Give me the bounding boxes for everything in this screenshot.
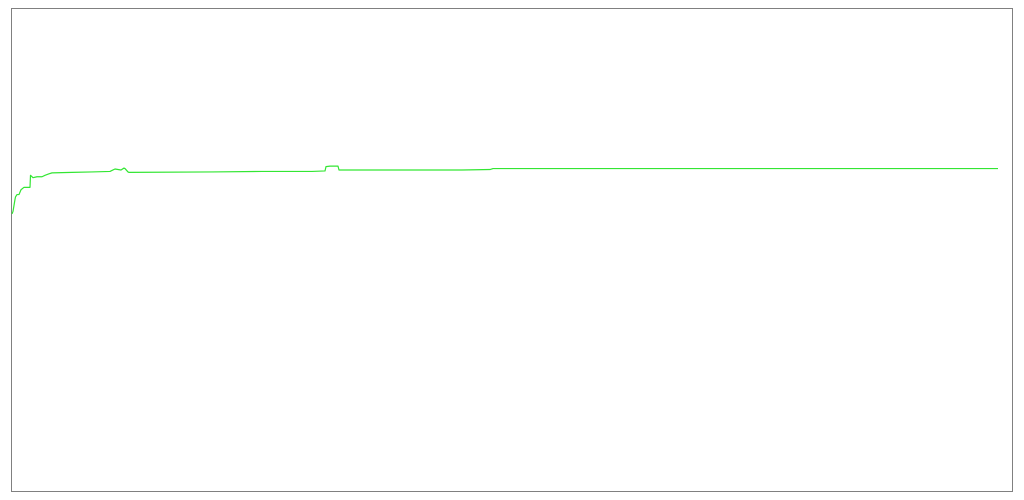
series-layer	[11, 165, 998, 215]
series-line-1	[11, 165, 998, 215]
plot-area-frame	[11, 8, 1013, 492]
